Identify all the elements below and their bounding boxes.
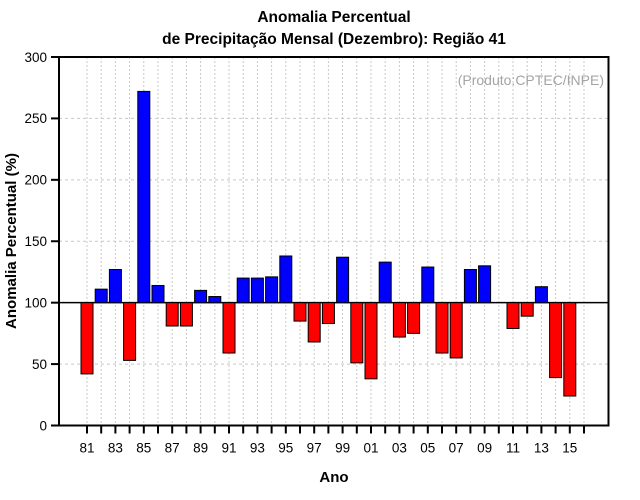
bar-91	[222, 302, 236, 354]
x-tick-label: 03	[392, 441, 407, 456]
bar-93	[250, 277, 264, 304]
y-tick-label: 200	[24, 173, 47, 188]
product-watermark: (Produto:CPTEC/INPE)	[458, 72, 604, 88]
bar-92	[236, 277, 250, 304]
x-tick-label: 93	[250, 441, 265, 456]
bar-98	[321, 302, 335, 325]
bar-15	[563, 302, 577, 397]
x-tick-label: 01	[363, 441, 378, 456]
chart-title-line1: Anomalia Percentual	[257, 9, 410, 26]
x-axis-title: Ano	[319, 469, 348, 486]
bar-09	[478, 265, 492, 304]
bar-12	[520, 302, 534, 317]
bar-83	[108, 269, 122, 304]
bar-11	[506, 302, 520, 329]
bar-81	[80, 302, 94, 375]
x-tick-label: 87	[165, 441, 180, 456]
y-axis-title: Anomalia Percentual (%)	[3, 153, 20, 329]
bar-84	[123, 302, 137, 361]
bar-96	[293, 302, 307, 322]
x-tick-label: 99	[335, 441, 350, 456]
y-tick-label: 0	[39, 418, 47, 433]
bar-85	[137, 90, 151, 304]
bar-01	[364, 302, 378, 380]
x-tick-label: 07	[449, 441, 464, 456]
x-tick-label: 09	[477, 441, 492, 456]
bar-95	[279, 255, 293, 304]
bar-94	[265, 276, 279, 304]
bar-89	[194, 289, 208, 304]
x-tick-label: 81	[79, 441, 94, 456]
y-tick-label: 300	[24, 50, 47, 65]
bar-05	[421, 266, 435, 304]
y-tick-label: 150	[24, 234, 47, 249]
bar-13	[534, 286, 548, 304]
y-tick-label: 250	[24, 111, 47, 126]
chart-title-line2: de Precipitação Mensal (Dezembro): Regiã…	[162, 31, 506, 48]
bar-99	[336, 256, 350, 304]
bar-14	[549, 302, 563, 379]
gridlines	[59, 57, 609, 426]
bar-88	[179, 302, 193, 327]
plot-frame	[58, 56, 610, 427]
x-tick-label: 91	[221, 441, 236, 456]
bars	[80, 90, 577, 397]
bar-04	[407, 302, 421, 334]
x-tick-label: 85	[136, 441, 151, 456]
bar-02	[378, 261, 392, 304]
bar-97	[307, 302, 321, 343]
y-tick-label: 50	[32, 357, 47, 372]
x-tick-label: 83	[108, 441, 123, 456]
x-tick-label: 15	[562, 441, 577, 456]
bar-07	[449, 302, 463, 359]
bar-08	[463, 269, 477, 304]
x-tick-label: 11	[506, 441, 520, 456]
bar-86	[151, 284, 165, 304]
bar-82	[94, 288, 108, 304]
x-tick-label: 05	[420, 441, 435, 456]
bar-00	[350, 302, 364, 364]
x-tick-label: 89	[193, 441, 208, 456]
bar-06	[435, 302, 449, 354]
bar-03	[392, 302, 406, 338]
x-tick-label: 95	[278, 441, 293, 456]
bar-90	[208, 296, 222, 304]
y-tick-label: 100	[24, 295, 47, 310]
bar-87	[165, 302, 179, 327]
x-tick-label: 13	[534, 441, 549, 456]
x-tick-label: 97	[307, 441, 322, 456]
